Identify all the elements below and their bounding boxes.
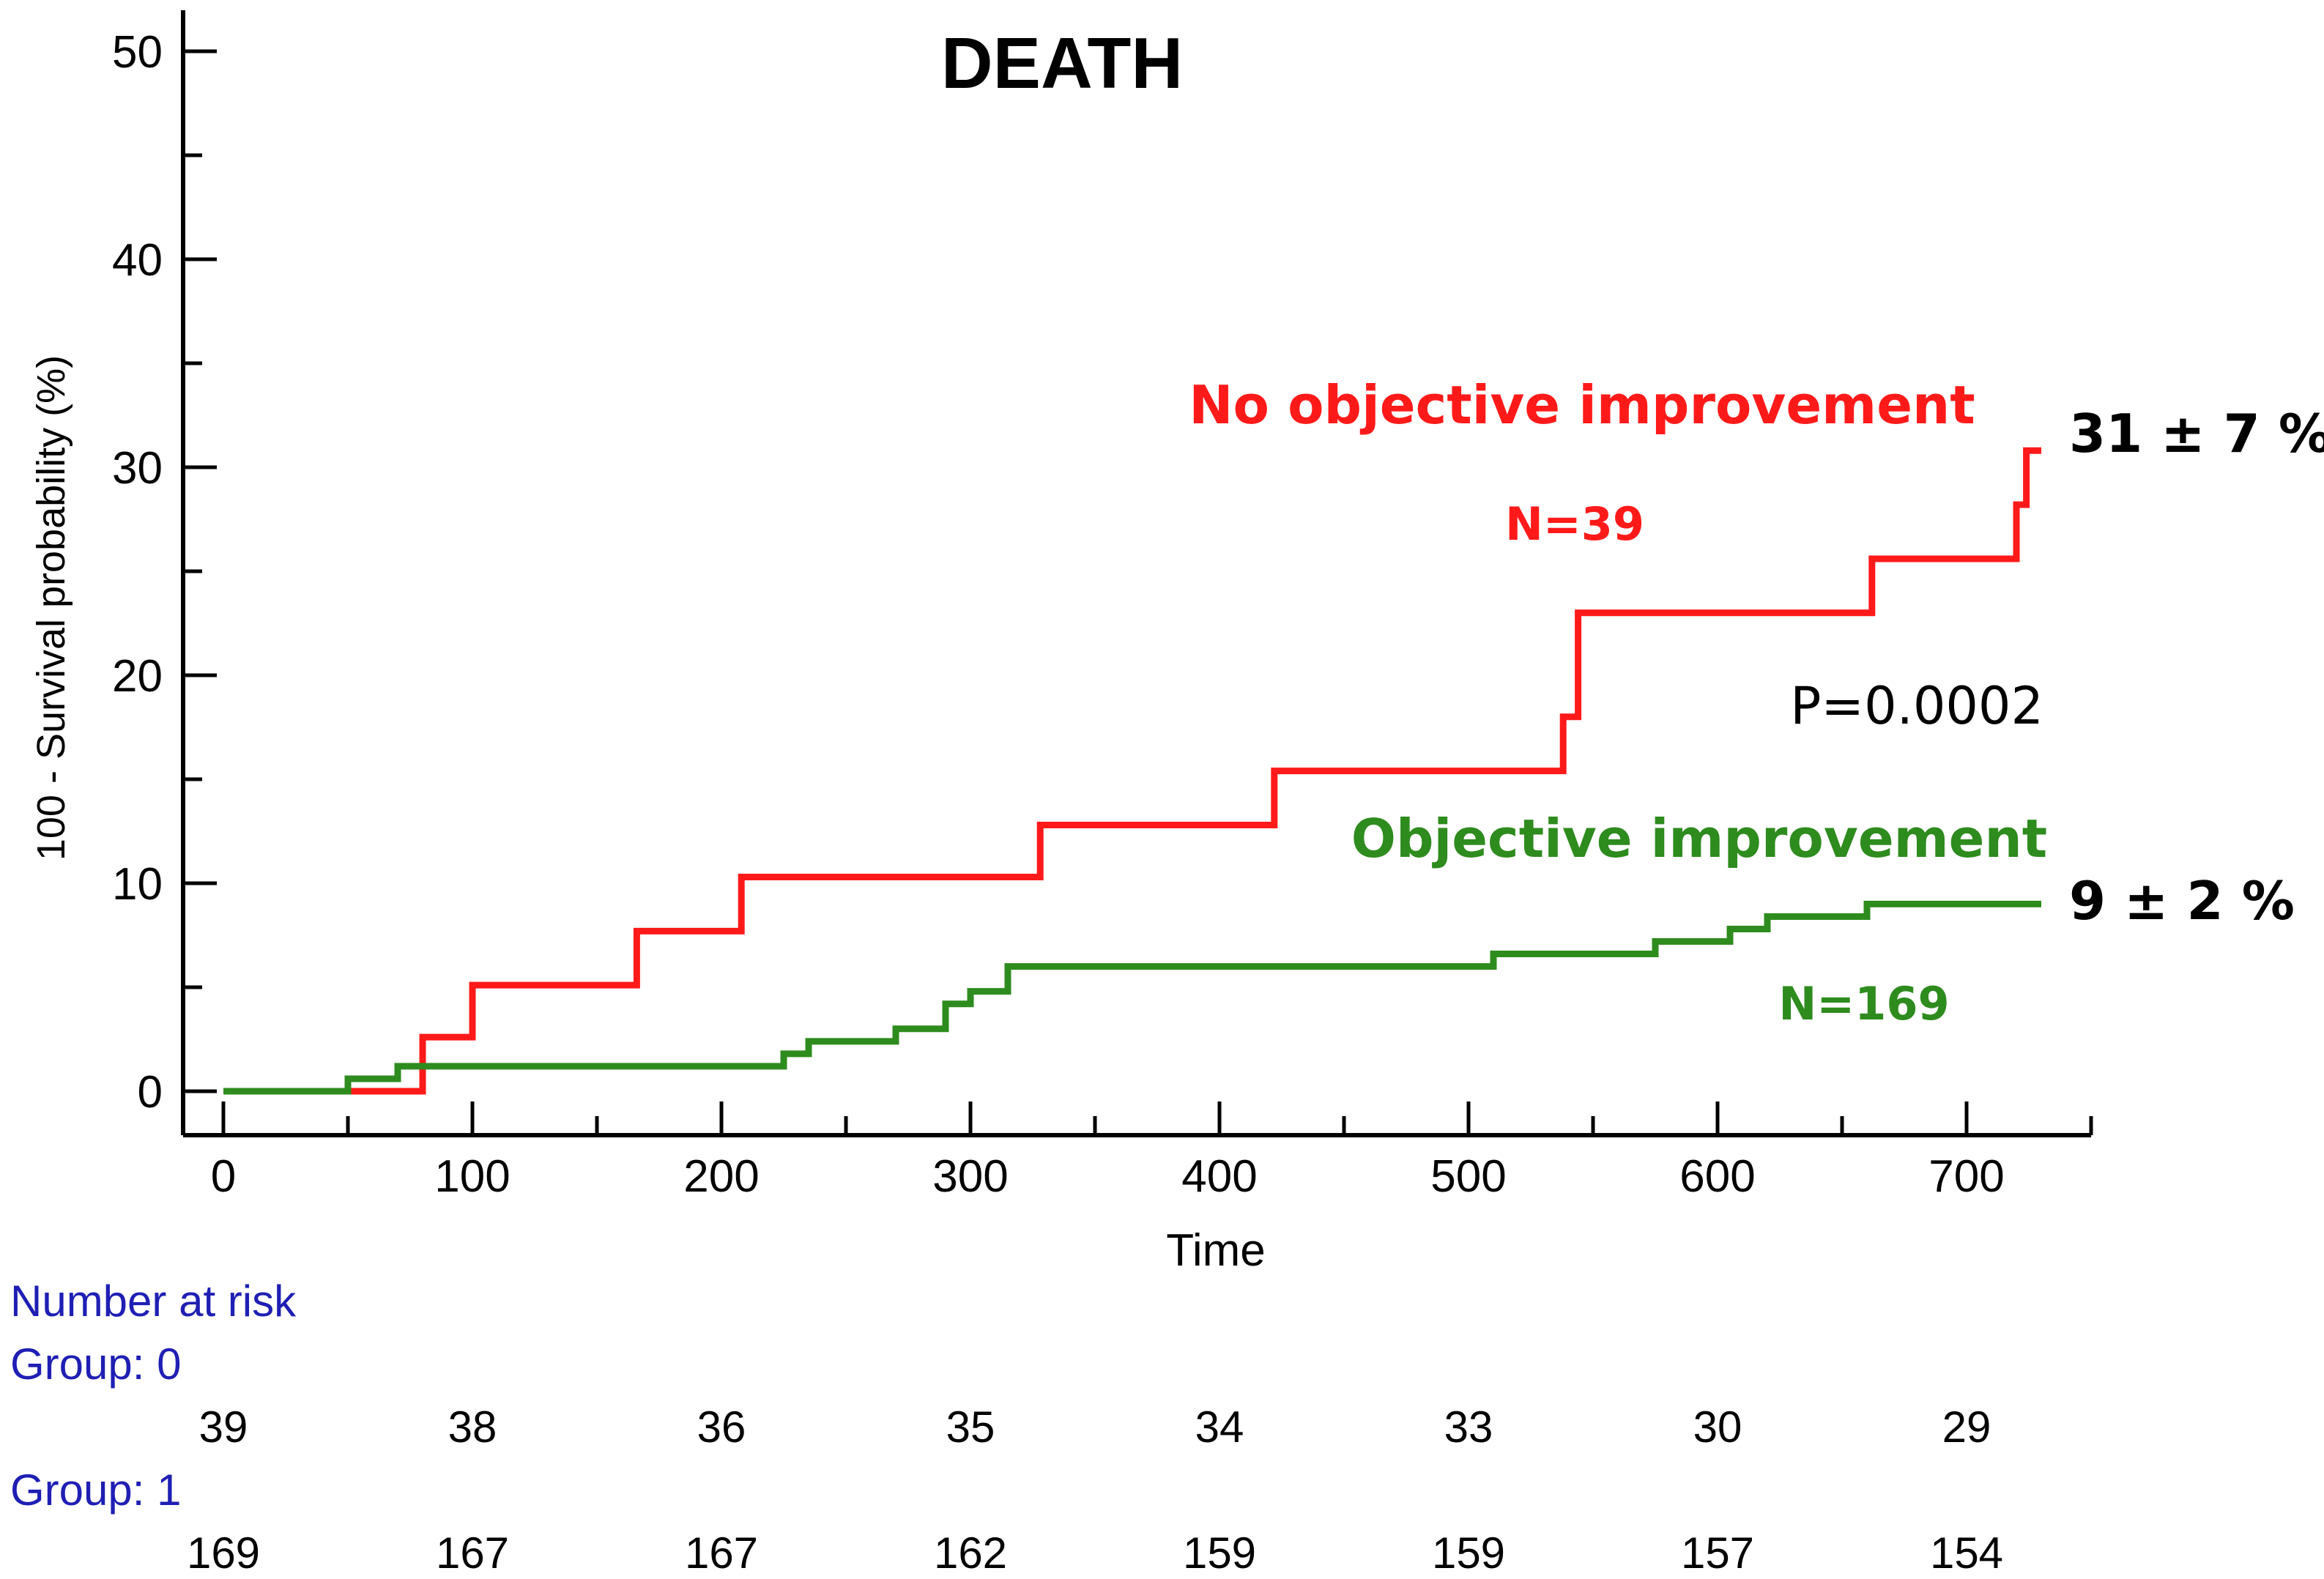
risk-g1-count: 169: [186, 1528, 261, 1578]
label-end-31: 31 ± 7 %: [2069, 403, 2324, 464]
x-tick-label: 200: [683, 1151, 759, 1202]
risk-g0-count: 34: [1195, 1402, 1244, 1452]
risk-group-1-label: Group: 1: [10, 1465, 182, 1515]
x-tick-label: 0: [211, 1151, 236, 1202]
risk-g1-count: 157: [1680, 1528, 1755, 1578]
y-tick-label: 10: [112, 859, 163, 910]
x-tick-label: 100: [434, 1151, 510, 1202]
label-objective-improvement: Objective improvement: [1351, 808, 2047, 869]
risk-group-0-label: Group: 0: [10, 1340, 182, 1389]
risk-g1-count: 159: [1182, 1528, 1257, 1578]
x-axis-label: Time: [1166, 1225, 1265, 1276]
risk-g0-count: 38: [448, 1402, 497, 1452]
risk-g0-count: 33: [1444, 1402, 1493, 1452]
y-tick-label: 40: [112, 235, 163, 286]
risk-table-title: Number at risk: [10, 1277, 297, 1326]
risk-g0-count: 36: [697, 1402, 746, 1452]
risk-g0-count: 39: [198, 1402, 248, 1452]
x-tick-label: 600: [1679, 1151, 1755, 1202]
risk-g0-count: 29: [1942, 1402, 1991, 1452]
x-tick-label: 700: [1928, 1151, 2004, 1202]
label-n169: N=169: [1778, 977, 1949, 1030]
series-objective-improvement-line: [223, 900, 2041, 1095]
label-no-objective-improvement: No objective improvement: [1189, 374, 1975, 436]
risk-g1-count: 162: [933, 1528, 1008, 1578]
x-tick-label: 300: [932, 1151, 1008, 1202]
label-pvalue: P=0.0002: [1790, 676, 2043, 736]
y-axis-label: 100 - Survival probability (%): [29, 355, 73, 861]
curves: [223, 447, 2041, 1095]
series-no-objective-improvement-line: [223, 447, 2041, 1095]
y-tick-label: 20: [112, 651, 163, 702]
risk-g1-count: 167: [684, 1528, 759, 1578]
risk-g1-count: 167: [435, 1528, 510, 1578]
y-tick-label: 30: [112, 443, 163, 494]
label-end-9: 9 ± 2 %: [2069, 870, 2295, 932]
risk-g0-count: 30: [1693, 1402, 1742, 1452]
y-tick-label: 0: [138, 1067, 163, 1118]
y-tick-label: 50: [112, 27, 163, 78]
chart-title: DEATH: [941, 23, 1183, 103]
x-tick-label: 400: [1181, 1151, 1257, 1202]
label-n39: N=39: [1505, 497, 1644, 551]
risk-g1-count: 154: [1929, 1528, 2004, 1578]
risk-g1-count: 159: [1431, 1528, 1506, 1578]
risk-g0-count: 35: [946, 1402, 995, 1452]
x-tick-label: 500: [1430, 1151, 1506, 1202]
